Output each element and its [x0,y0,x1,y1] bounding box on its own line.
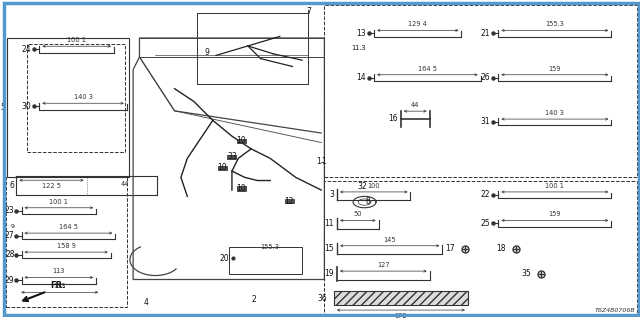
Text: 140 3: 140 3 [545,110,564,116]
Bar [285,199,294,203]
Text: T6Z4B0706B: T6Z4B0706B [595,308,635,313]
Text: 100 1: 100 1 [545,183,564,189]
Text: 1: 1 [316,157,321,166]
Text: 5: 5 [1,103,6,112]
Text: 12: 12 [285,196,294,206]
Text: 7: 7 [306,7,311,16]
Text: 10: 10 [218,163,227,172]
Text: 145: 145 [383,236,396,243]
Text: 159: 159 [548,66,561,72]
Text: 50: 50 [354,211,362,217]
Bar [237,139,246,143]
Text: 23: 23 [5,206,15,215]
Text: 9: 9 [205,48,210,57]
Text: 3: 3 [329,190,334,199]
Text: 36: 36 [318,294,328,303]
Text: 24: 24 [22,44,31,53]
Text: 6: 6 [10,181,15,190]
Text: 10: 10 [237,184,246,193]
Text: 25: 25 [481,219,490,228]
Bar [324,5,637,177]
Text: 13: 13 [356,29,366,38]
Bar [6,177,127,307]
Text: 140 3: 140 3 [74,94,93,100]
Text: 100 1: 100 1 [67,37,86,43]
Text: 31: 31 [481,117,490,126]
Text: 155.3: 155.3 [260,244,280,250]
Bar [227,155,236,159]
Bar [218,166,227,170]
Bar [324,180,637,314]
Text: 155.3: 155.3 [545,21,564,27]
Text: 17: 17 [445,244,455,253]
Text: 11: 11 [324,219,334,228]
Bar [334,292,468,305]
Bar [8,38,129,177]
Text: 4: 4 [143,298,148,307]
Text: 35: 35 [522,269,532,278]
Text: 159: 159 [548,211,561,217]
Text: 26: 26 [481,73,490,82]
Text: 113: 113 [54,283,66,289]
Text: 9: 9 [10,224,15,229]
Text: 164 5: 164 5 [418,66,437,72]
Text: 100 1: 100 1 [49,199,68,204]
Text: 32: 32 [358,182,367,191]
Text: 113: 113 [52,268,65,274]
Text: 27: 27 [5,231,15,240]
Text: 100: 100 [367,183,380,189]
Bar [228,247,302,274]
Text: 18: 18 [497,244,506,253]
Text: 164 5: 164 5 [59,224,78,230]
Text: 127: 127 [377,262,390,268]
Text: 10: 10 [237,136,246,145]
Bar [237,186,246,191]
Text: 14: 14 [356,73,366,82]
Text: 15: 15 [324,244,334,253]
Text: 1: 1 [321,157,326,166]
Text: 19: 19 [324,269,334,278]
Text: 16: 16 [388,114,397,123]
Text: 44: 44 [120,181,129,187]
Bar [27,44,125,152]
Text: 30: 30 [21,101,31,111]
Text: 22: 22 [481,190,490,199]
Text: 172: 172 [395,313,407,319]
Text: 122 5: 122 5 [42,183,61,189]
Text: 21: 21 [481,29,490,38]
Text: 28: 28 [5,251,15,260]
Text: 129 4: 129 4 [408,21,428,27]
Text: 29: 29 [5,276,15,285]
Text: 158 9: 158 9 [57,243,76,249]
Text: 8: 8 [365,196,370,206]
Text: 11.3: 11.3 [351,44,366,51]
Text: 33: 33 [227,152,237,161]
Text: 2: 2 [252,295,257,304]
Text: 44: 44 [411,102,419,108]
Text: FR.: FR. [50,281,66,290]
Text: 20: 20 [219,254,228,263]
